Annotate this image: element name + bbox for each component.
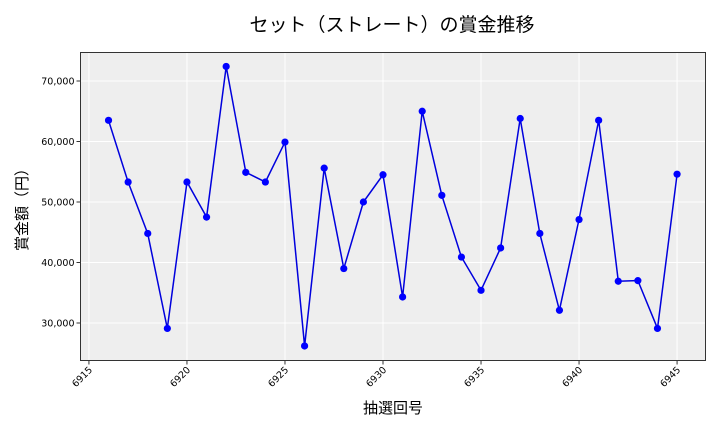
series-line: [107, 66, 678, 347]
y-tick-label: 30,000: [41, 318, 74, 329]
y-tick-label: 50,000: [41, 197, 74, 208]
data-point: [379, 171, 387, 179]
data-point: [163, 324, 171, 333]
data-point: [497, 244, 505, 252]
y-axis-label: 賞金額（円）: [13, 161, 31, 251]
y-tick-label: 70,000: [41, 76, 74, 87]
data-point: [653, 324, 662, 333]
chart-title: セット（ストレート）の賞金推移: [249, 14, 534, 36]
data-point: [555, 306, 564, 314]
data-point: [261, 178, 269, 186]
data-point: [673, 170, 681, 178]
data-point: [359, 198, 367, 206]
data-point: [144, 229, 152, 238]
x-tick-label: 6935: [462, 365, 487, 390]
x-tick-label: 6925: [266, 365, 291, 390]
data-markers: [104, 62, 681, 350]
data-point: [575, 215, 583, 224]
data-point: [595, 116, 603, 124]
data-point: [183, 178, 191, 186]
y-axis-ticks: 30,000 40,000 50,000 60,000 70,000: [41, 76, 81, 329]
data-point: [242, 168, 250, 176]
data-point: [457, 253, 466, 261]
x-tick-label: 6940: [560, 365, 585, 390]
data-point: [281, 138, 289, 146]
data-point: [104, 116, 113, 124]
x-tick-label: 6930: [364, 365, 389, 390]
data-point: [634, 277, 642, 285]
data-point: [536, 229, 544, 238]
data-point: [340, 264, 348, 273]
x-tick-label: 6920: [168, 365, 193, 390]
data-point: [222, 62, 230, 71]
plot-frame: [80, 52, 706, 361]
data-point: [320, 164, 328, 172]
data-point: [124, 178, 132, 186]
data-point: [202, 213, 211, 221]
y-tick-label: 60,000: [41, 137, 74, 148]
data-point: [477, 286, 485, 294]
data-point: [418, 107, 426, 115]
x-axis-ticks: 6915 6920 6925 6930 6935 6940 6945: [70, 360, 683, 390]
data-point: [614, 277, 622, 285]
y-tick-label: 40,000: [41, 258, 74, 269]
data-point: [438, 191, 446, 199]
data-point: [399, 293, 407, 301]
x-axis-label: 抽選回号: [363, 399, 423, 417]
plot-area: [80, 52, 706, 361]
data-point: [516, 114, 524, 123]
x-tick-label: 6945: [658, 365, 683, 390]
x-tick-label: 6915: [70, 365, 95, 390]
data-point: [300, 342, 309, 350]
